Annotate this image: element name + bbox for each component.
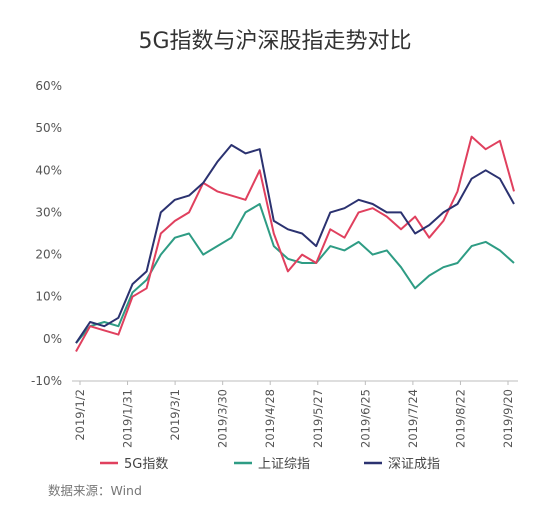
y-tick-label: -10%	[31, 374, 62, 388]
x-tick-label: 2019/8/22	[453, 389, 467, 448]
legend-label: 上证综指	[258, 457, 310, 472]
legend: 5G指数 上证综指 深证成指	[100, 457, 440, 472]
x-tick-label: 2019/1/31	[121, 389, 135, 448]
x-axis: 2019/1/2 2019/1/31 2019/3/1 2019/3/30 2019/4…	[73, 381, 515, 448]
x-tick-label: 2019/6/25	[358, 389, 372, 448]
x-tick-label: 2019/7/24	[406, 389, 420, 448]
x-tick-label: 2019/1/2	[73, 389, 87, 441]
x-tick-label: 2019/9/20	[501, 389, 515, 448]
legend-label: 5G指数	[124, 457, 168, 472]
series-line-2	[75, 144, 515, 344]
x-tick-label: 2019/3/1	[168, 389, 182, 441]
series-line-1	[75, 203, 515, 344]
y-tick-label: 40%	[35, 163, 62, 177]
y-axis: 60% 50% 40% 30% 20% 10% 0% -10%	[31, 79, 62, 388]
x-tick-label: 2019/5/27	[311, 389, 325, 448]
y-tick-label: 20%	[35, 248, 62, 262]
y-tick-label: 10%	[35, 290, 62, 304]
chart-title: 5G指数与沪深股指走势对比	[138, 29, 411, 54]
x-tick-label: 2019/4/28	[263, 389, 277, 448]
series-lines	[75, 135, 515, 352]
source-note: 数据来源：Wind	[48, 483, 142, 498]
y-tick-label: 30%	[35, 205, 62, 219]
series-line-0	[75, 135, 515, 352]
y-tick-label: 60%	[35, 79, 62, 93]
x-tick-label: 2019/3/30	[216, 389, 230, 448]
y-tick-label: 0%	[43, 332, 62, 346]
y-tick-label: 50%	[35, 121, 62, 135]
legend-label: 深证成指	[388, 457, 440, 472]
